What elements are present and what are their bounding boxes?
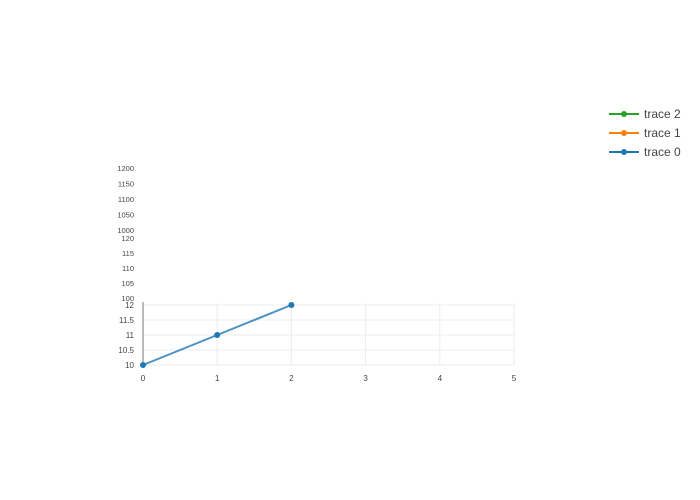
x-tick-label: 0 <box>141 374 146 383</box>
y3-tick-label: 1050 <box>117 211 134 220</box>
legend-item[interactable]: trace 1 <box>609 126 681 140</box>
y-tick-label: 11.5 <box>119 316 135 325</box>
gridlines <box>142 303 515 366</box>
y2-tick-label: 115 <box>122 249 134 258</box>
y2-tick-label: 120 <box>121 234 134 243</box>
legend-label: trace 1 <box>644 126 681 140</box>
legend-marker-swatch <box>621 111 627 117</box>
x-tick-label: 5 <box>512 374 517 383</box>
y3-tick-label: 1000 <box>117 226 134 235</box>
y2-tick-label: 110 <box>122 264 134 273</box>
data-point[interactable] <box>214 332 221 338</box>
axes: 1010.51111.51210010511011512010001050110… <box>117 164 516 383</box>
y-tick-label: 10 <box>125 361 134 370</box>
traces <box>140 302 295 368</box>
legend-marker-swatch <box>621 130 627 136</box>
data-point[interactable] <box>140 362 146 368</box>
data-point[interactable] <box>288 302 295 308</box>
x-tick-label: 1 <box>215 374 220 383</box>
y2-tick-label: 105 <box>121 279 134 288</box>
y-tick-label: 12 <box>125 301 134 310</box>
y3-tick-label: 1100 <box>118 195 134 204</box>
legend-marker-swatch <box>621 149 627 155</box>
x-tick-label: 4 <box>438 374 443 383</box>
y2-tick-label: 100 <box>121 294 134 303</box>
legend[interactable]: trace 2 trace 1 trace 0 <box>609 107 681 159</box>
x-tick-label: 3 <box>363 374 368 383</box>
y-tick-label: 10.5 <box>118 346 134 355</box>
legend-label: trace 0 <box>644 145 681 159</box>
y-tick-label: 11 <box>126 331 135 340</box>
y3-tick-label: 1150 <box>118 180 134 189</box>
legend-item[interactable]: trace 2 <box>609 107 681 121</box>
legend-item[interactable]: trace 0 <box>609 145 681 159</box>
y3-tick-label: 1200 <box>117 164 134 173</box>
x-tick-label: 2 <box>289 374 294 383</box>
legend-label: trace 2 <box>644 107 681 121</box>
